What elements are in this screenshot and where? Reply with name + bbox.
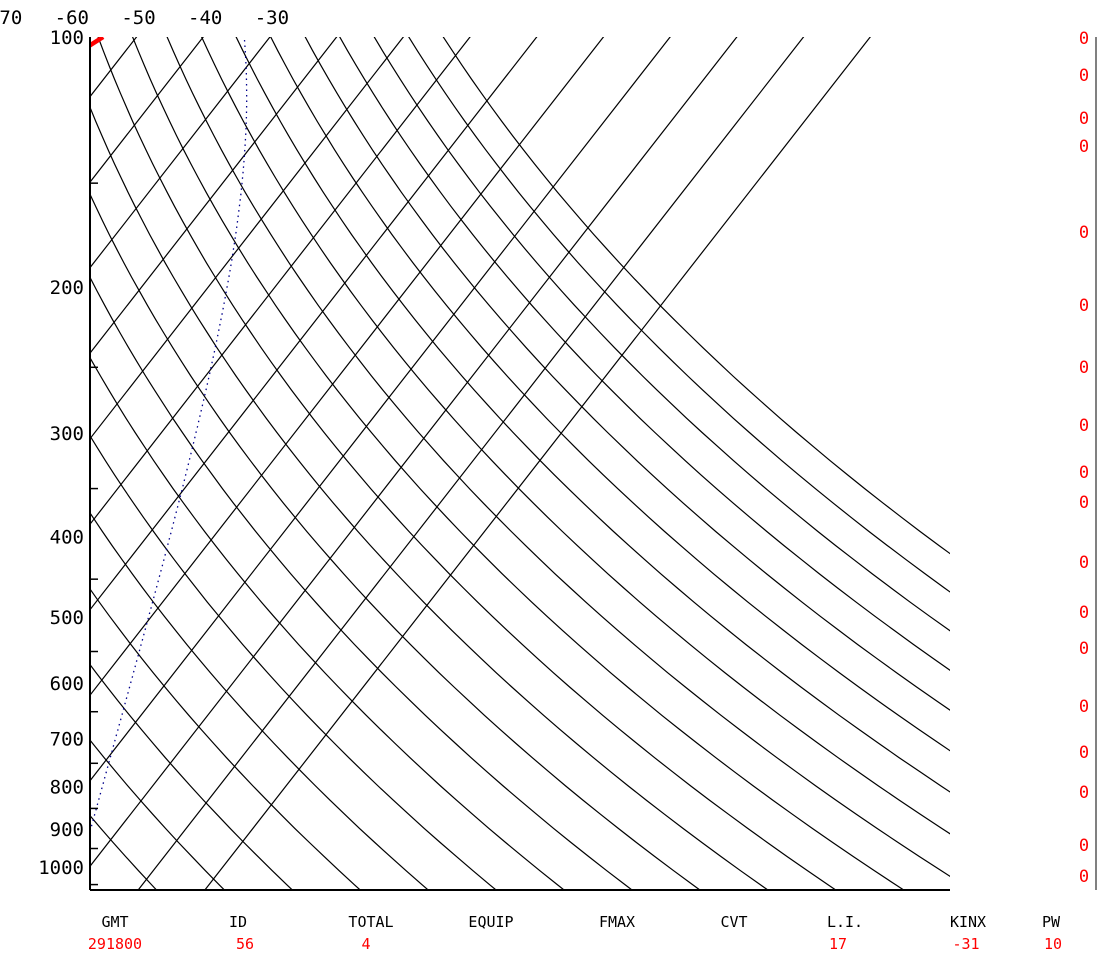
stat-value-gmt: 291800: [87, 935, 143, 953]
dry-adiabat-line: [339, 37, 950, 671]
stat-value-id: 56: [235, 935, 255, 953]
isotherm-line: [90, 37, 405, 440]
right-column-value: 0: [1079, 137, 1089, 157]
right-column-value: 0: [1079, 867, 1089, 887]
dry-adiabat-line: [90, 739, 226, 890]
dry-adiabat-line: [90, 814, 158, 890]
isotherm-line: [0, 32, 7, 895]
right-column-value: 0: [1079, 836, 1089, 856]
stat-header-equip: EQUIP: [468, 913, 514, 931]
dry-adiabat-line: [90, 511, 430, 890]
pressure-tick-label: 1000: [38, 857, 84, 879]
isotherm-line: [90, 37, 605, 697]
dry-adiabat-line: [200, 37, 950, 835]
chart-labels: 1002003004005006007008009001000-90-80-70…: [0, 7, 1089, 887]
top-temperature-label: -30: [255, 7, 289, 29]
right-column-value: 0: [1079, 603, 1089, 623]
stat-value-total: 4: [361, 935, 371, 953]
isotherm-line: [90, 37, 138, 98]
isotherm-line: [204, 37, 871, 890]
dry-adiabat-line: [304, 37, 950, 711]
stat-header-li: L.I.: [826, 913, 864, 931]
right-column-value: 0: [1079, 463, 1089, 483]
stat-header-fmax: FMAX: [598, 913, 636, 931]
pressure-tick-label: 400: [50, 527, 84, 549]
stat-header-gmt: GMT: [101, 913, 129, 931]
top-temperature-label: -50: [121, 7, 155, 29]
right-column-value: 0: [1079, 223, 1089, 243]
dry-adiabat-line: [408, 37, 950, 593]
pressure-tick-label: 600: [50, 673, 84, 695]
dry-adiabat-line: [270, 37, 950, 752]
stat-value-kinx: -31: [952, 935, 980, 953]
right-column-value: 0: [1079, 493, 1089, 513]
isotherm-line: [90, 37, 204, 184]
top-temperature-label: -60: [55, 7, 89, 29]
stat-header-id: ID: [228, 913, 248, 931]
right-column-value: 0: [1079, 296, 1089, 316]
dry-adiabat-line: [90, 356, 566, 890]
isotherm-line: [90, 37, 538, 611]
stat-header-total: TOTAL: [348, 913, 394, 931]
isotherm-line: [0, 32, 74, 895]
dry-adiabat-line: [90, 663, 294, 890]
dry-adiabat-line: [90, 587, 362, 890]
dry-adiabat-line: [442, 37, 950, 555]
stat-header-pw: PW: [1041, 913, 1061, 931]
isotherm-line: [90, 37, 271, 269]
dry-adiabat-line: [0, 0, 28, 899]
right-column-value: 0: [1079, 553, 1089, 573]
isotherm-line: [90, 37, 471, 526]
right-column-value: 0: [1079, 743, 1089, 763]
pressure-tick-label: 900: [50, 819, 84, 841]
chart-axes: [89, 37, 1097, 891]
stat-value-li: 17: [828, 935, 848, 953]
dry-adiabat-line: [373, 37, 950, 632]
right-column-value: 0: [1079, 29, 1089, 49]
dry-adiabat-line: [90, 105, 769, 890]
dry-adiabat-line: [235, 37, 950, 793]
isotherm-line: [90, 37, 338, 355]
moist-adiabat-line: [90, 37, 248, 835]
pressure-tick-label: 100: [50, 27, 84, 49]
dry-adiabat-line: [90, 276, 634, 890]
pressure-tick-label: 800: [50, 777, 84, 799]
dry-adiabat-line: [0, 0, 97, 899]
isotherm-line: [137, 37, 805, 890]
stat-value-pw: 10: [1043, 935, 1063, 953]
dry-adiabat-line: [131, 37, 905, 890]
pressure-tick-label: 500: [50, 607, 84, 629]
right-column-value: 0: [1079, 783, 1089, 803]
right-column-value: 0: [1079, 416, 1089, 436]
dry-adiabat-line: [97, 37, 837, 890]
pressure-tick-label: 200: [50, 277, 84, 299]
dry-adiabat-lines: [0, 0, 950, 899]
right-column-value: 0: [1079, 358, 1089, 378]
right-column-value: 0: [1079, 639, 1089, 659]
top-temperature-label: -70: [0, 7, 22, 29]
pressure-tick-label: 300: [50, 423, 84, 445]
dry-adiabat-line: [166, 37, 950, 877]
top-temperature-label: -40: [188, 7, 222, 29]
dry-adiabat-line: [90, 192, 701, 890]
isotherm-lines: [0, 32, 871, 895]
stat-header-cvt: CVT: [720, 913, 748, 931]
right-column-value: 0: [1079, 109, 1089, 129]
dry-adiabat-line: [90, 434, 498, 890]
pressure-tick-label: 700: [50, 728, 84, 750]
right-column-value: 0: [1079, 697, 1089, 717]
moist-adiabat-lines: [0, 37, 248, 885]
stat-header-kinx: KINX: [949, 913, 987, 931]
moist-adiabat-line: [0, 37, 63, 885]
isotherm-line: [90, 37, 671, 782]
isotherm-line: [90, 37, 738, 868]
right-column-value: 0: [1079, 66, 1089, 86]
